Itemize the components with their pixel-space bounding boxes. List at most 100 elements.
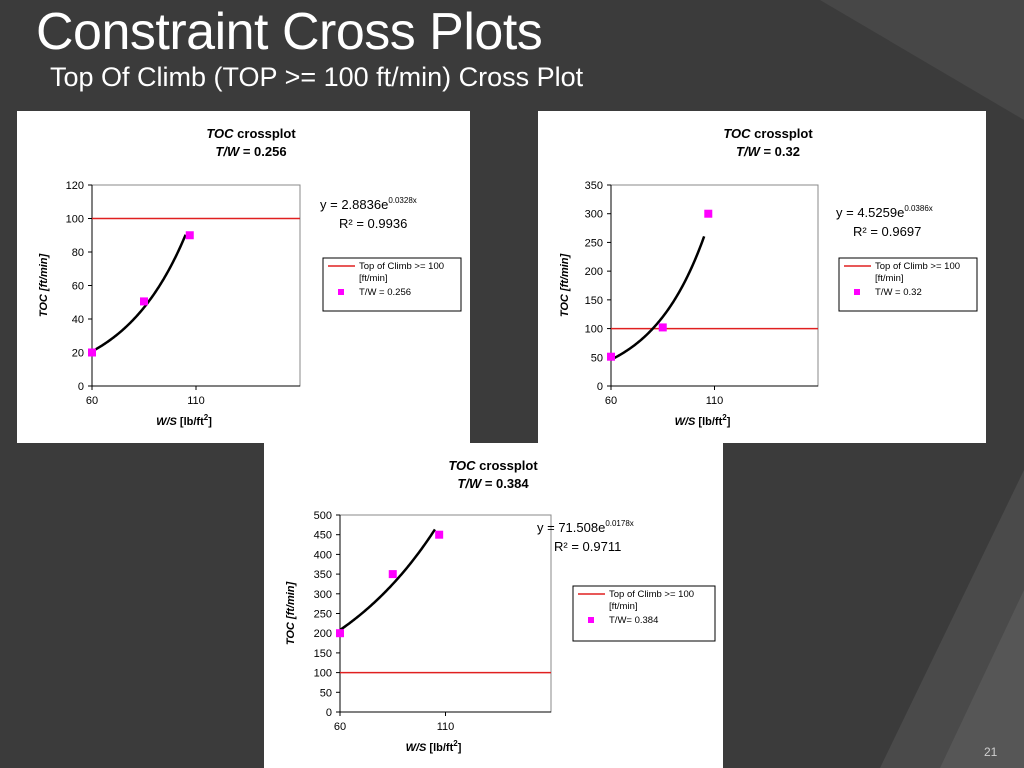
- chart-title: TOC crossplot: [448, 458, 538, 473]
- trendline-equation-base: y = 71.508e: [537, 520, 605, 535]
- chart-title-main: TOC: [723, 126, 751, 141]
- y-tick-label: 60: [72, 281, 84, 293]
- trendline-r-squared: R² = 0.9697: [853, 224, 921, 239]
- y-axis-label: TOC [ft/min]: [559, 253, 571, 317]
- data-point: [140, 297, 148, 306]
- legend-series-swatch: [854, 289, 860, 295]
- legend-box: [838, 257, 978, 312]
- chart-panel-tw-0384: TOC crossplot T/W = 0.384 0 50 100 150 200 250 3…: [264, 443, 723, 768]
- y-tick-label: 200: [585, 266, 603, 278]
- trendline-equation-exponent: 0.0386x: [904, 204, 932, 213]
- chart-subtitle: T/W = 0.384: [457, 476, 529, 491]
- x-tick-label: 60: [334, 721, 346, 733]
- legend-constraint-label-line2: [ft/min]: [359, 273, 388, 284]
- chart-subtitle-value: = 0.32: [760, 144, 800, 159]
- y-tick-label: 50: [320, 687, 332, 699]
- chart-subtitle: T/W = 0.256: [215, 144, 286, 159]
- slide-title: Constraint Cross Plots: [36, 3, 543, 61]
- y-tick-label: 20: [72, 348, 84, 360]
- chart-title-main: TOC: [448, 458, 476, 473]
- chart-svg: TOC crossplot T/W = 0.384 0 50 100 150 200 250 3…: [285, 458, 716, 754]
- x-tick-label: 110: [706, 395, 724, 407]
- chart-title-suffix: crossplot: [476, 458, 539, 473]
- legend-constraint-label-line2: [ft/min]: [875, 273, 904, 284]
- x-tick-label: 110: [187, 395, 205, 407]
- trendline-equation: y = 4.5259e0.0386x: [836, 204, 933, 220]
- plot-area: [610, 184, 819, 387]
- trendline-equation-exponent: 0.0178x: [605, 519, 633, 528]
- y-tick-label: 0: [597, 381, 603, 393]
- y-tick-label: 150: [314, 648, 332, 660]
- chart-panel-tw-032: TOC crossplot T/W = 0.32 0 50 100 150 200 250 30…: [538, 111, 986, 443]
- x-tick-label: 60: [86, 395, 98, 407]
- plot-area: [91, 184, 301, 387]
- x-axis-label-main: W/S: [406, 742, 427, 754]
- x-axis-label: W/S [lb/ft2]: [406, 739, 462, 754]
- y-tick-label: 50: [591, 352, 603, 364]
- y-tick-label: 400: [314, 549, 332, 561]
- y-tick-label: 40: [72, 314, 84, 326]
- data-point: [388, 570, 397, 579]
- x-axis-label-unit: [lb/ft: [177, 416, 204, 428]
- chart-subtitle-label: T/W: [736, 144, 762, 159]
- chart-title: TOC crossplot: [723, 126, 813, 141]
- x-axis-label-unit: [lb/ft: [426, 742, 453, 754]
- legend-constraint-label-line2: [ft/min]: [609, 601, 638, 612]
- y-tick-label: 100: [314, 668, 332, 680]
- legend-series-label: T/W= 0.384: [609, 615, 658, 626]
- plot-area: [339, 514, 552, 713]
- y-tick-label: 250: [585, 237, 603, 249]
- y-axis-label: TOC [ft/min]: [38, 253, 50, 317]
- y-tick-label: 500: [314, 510, 332, 522]
- chart-title: TOC crossplot: [206, 126, 296, 141]
- legend-series-label: T/W = 0.256: [359, 287, 411, 298]
- x-tick-label: 60: [605, 395, 617, 407]
- y-tick-label: 300: [314, 589, 332, 601]
- data-point: [704, 209, 713, 218]
- y-tick-label: 80: [72, 247, 84, 259]
- y-tick-label: 0: [78, 381, 84, 393]
- x-axis-label-exponent: 2: [722, 413, 727, 422]
- trendline-r-squared: R² = 0.9936: [339, 216, 407, 231]
- data-point: [336, 629, 344, 638]
- legend-constraint-label: Top of Climb >= 100: [609, 589, 694, 600]
- trendline-r-squared: R² = 0.9711: [554, 539, 621, 554]
- trendline-curve: [610, 235, 706, 361]
- chart-title-suffix: crossplot: [234, 126, 297, 141]
- legend-series-swatch: [588, 617, 594, 623]
- chart-svg: TOC crossplot T/W = 0.256 0 20 40 60 80 100 120 6…: [38, 126, 462, 428]
- y-tick-label: 150: [585, 295, 603, 307]
- data-point: [607, 352, 615, 361]
- y-tick-label: 0: [326, 707, 332, 719]
- x-axis-label-main: W/S: [675, 416, 696, 428]
- x-axis-label-close: ]: [727, 416, 731, 428]
- x-tick-label: 110: [437, 721, 455, 733]
- chart-title-main: TOC: [206, 126, 234, 141]
- legend-constraint-label: Top of Climb >= 100: [875, 261, 960, 272]
- y-tick-label: 120: [66, 180, 84, 192]
- chart-subtitle-value: = 0.256: [239, 144, 286, 159]
- data-point: [435, 530, 444, 539]
- legend-constraint-label: Top of Climb >= 100: [359, 261, 444, 272]
- x-axis-label-exponent: 2: [204, 413, 209, 422]
- y-tick-label: 450: [314, 530, 332, 542]
- y-axis-label: TOC [ft/min]: [285, 581, 297, 645]
- x-axis-label-close: ]: [208, 416, 212, 428]
- data-point: [658, 323, 667, 332]
- trendline-curve: [91, 234, 187, 353]
- chart-subtitle: T/W = 0.32: [736, 144, 800, 159]
- legend-box: [572, 585, 716, 642]
- y-tick-label: 100: [585, 324, 603, 336]
- chart-svg: TOC crossplot T/W = 0.32 0 50 100 150 200 250 30…: [559, 126, 978, 428]
- chart-subtitle-label: T/W: [215, 144, 241, 159]
- x-axis-label-exponent: 2: [453, 739, 458, 748]
- y-tick-label: 250: [314, 609, 332, 621]
- y-tick-label: 300: [585, 209, 603, 221]
- trendline-equation-exponent: 0.0328x: [388, 196, 416, 205]
- y-tick-label: 350: [585, 180, 603, 192]
- trendline-curve: [339, 528, 436, 632]
- x-axis-label-close: ]: [458, 742, 462, 754]
- data-point: [185, 231, 194, 240]
- chart-title-suffix: crossplot: [751, 126, 814, 141]
- trendline-equation: y = 71.508e0.0178x: [537, 519, 634, 535]
